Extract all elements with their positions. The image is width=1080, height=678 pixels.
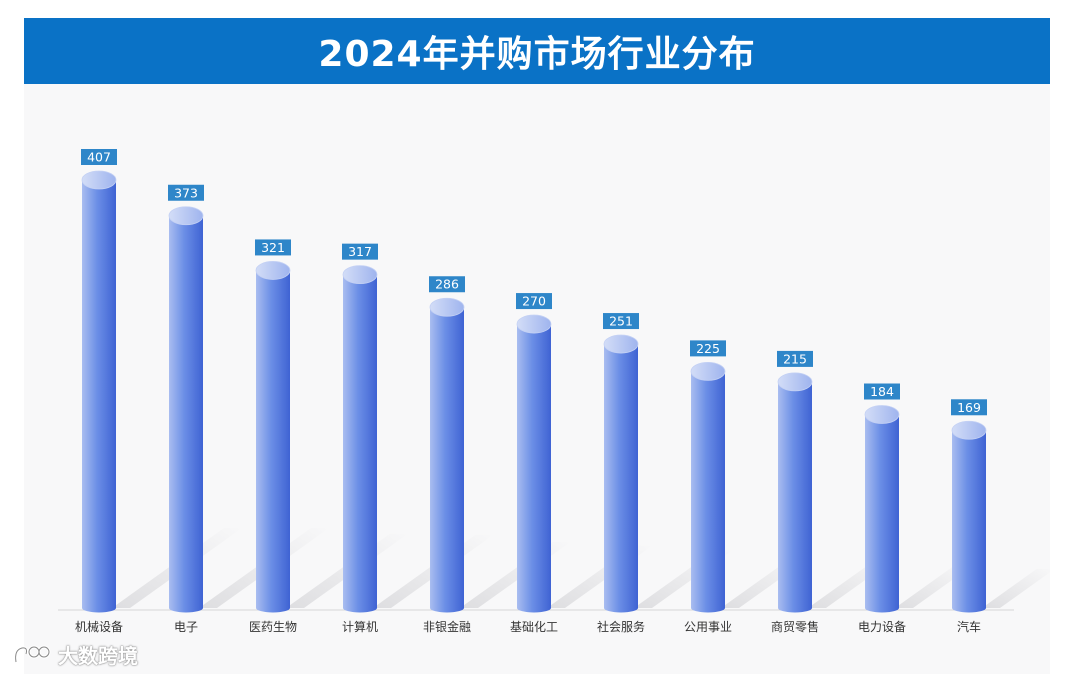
bar <box>952 430 986 613</box>
data-label-box <box>81 149 117 165</box>
bar <box>430 307 464 613</box>
data-label-box <box>342 243 378 260</box>
bar-top <box>81 170 117 190</box>
data-label: 321 <box>261 240 285 255</box>
x-tick-label: 电力设备 <box>858 620 906 634</box>
bar-chart: 407 机械设备 373 电子 321 医药生物 317 计算机 286 非银金融 270 基础化工 2… <box>58 149 1055 634</box>
data-label: 184 <box>870 384 894 399</box>
bar-top <box>168 206 204 226</box>
bar-top <box>690 361 726 381</box>
bar-top <box>864 405 900 424</box>
data-label: 270 <box>522 294 546 309</box>
bar <box>865 414 899 613</box>
x-tick-label: 机械设备 <box>75 619 123 634</box>
data-label: 169 <box>957 400 981 415</box>
bar-top <box>429 297 465 317</box>
bar-shadow <box>460 541 571 608</box>
bar-top <box>516 314 552 334</box>
x-tick-label: 医药生物 <box>249 620 297 634</box>
bar-shadow <box>982 568 1055 608</box>
data-label: 215 <box>783 351 807 366</box>
bar <box>256 270 290 613</box>
bar-top <box>255 261 291 280</box>
bar-top <box>342 265 378 285</box>
chart-title: 2024年并购市场行业分布 <box>318 34 756 75</box>
bar <box>82 180 116 613</box>
chart-area: 407 机械设备 373 电子 321 医药生物 317 计算机 286 非银金融 270 基础化工 2… <box>24 84 1055 674</box>
data-label-box <box>603 313 639 330</box>
bar <box>778 381 812 613</box>
data-label: 407 <box>87 150 111 165</box>
x-tick-label: 计算机 <box>342 619 378 634</box>
data-label: 225 <box>696 341 720 356</box>
x-tick-label: 汽车 <box>957 619 981 634</box>
watermark-logo-icon <box>14 645 51 662</box>
bar <box>691 371 725 613</box>
data-label-box <box>951 399 987 416</box>
data-label-box <box>690 340 726 357</box>
data-label-box <box>429 276 465 293</box>
data-label-box <box>255 239 291 256</box>
bar-top <box>603 334 639 354</box>
data-label-box <box>168 184 204 201</box>
bar-top <box>777 372 813 392</box>
x-tick-label: 公用事业 <box>684 620 732 634</box>
data-label: 251 <box>609 314 633 329</box>
data-label-box <box>864 383 900 400</box>
bar <box>343 274 377 613</box>
watermark-text: 大数跨境 <box>58 644 138 668</box>
title-bar: 2024年并购市场行业分布 <box>24 18 1050 84</box>
data-label-box <box>516 293 552 310</box>
x-tick-label: 商贸零售 <box>771 619 819 634</box>
x-tick-label: 基础化工 <box>510 620 558 634</box>
data-label-box <box>777 350 813 367</box>
bar <box>517 324 551 613</box>
x-tick-label: 电子 <box>174 620 198 634</box>
bar <box>169 215 203 613</box>
bar <box>604 344 638 613</box>
data-label: 317 <box>348 244 372 259</box>
watermark: 大数跨境 <box>12 640 138 669</box>
x-tick-label: 社会服务 <box>597 619 645 634</box>
x-tick-label: 非银金融 <box>423 619 471 634</box>
bar-top <box>951 420 987 440</box>
data-label: 373 <box>174 185 198 200</box>
data-label: 286 <box>435 277 459 292</box>
